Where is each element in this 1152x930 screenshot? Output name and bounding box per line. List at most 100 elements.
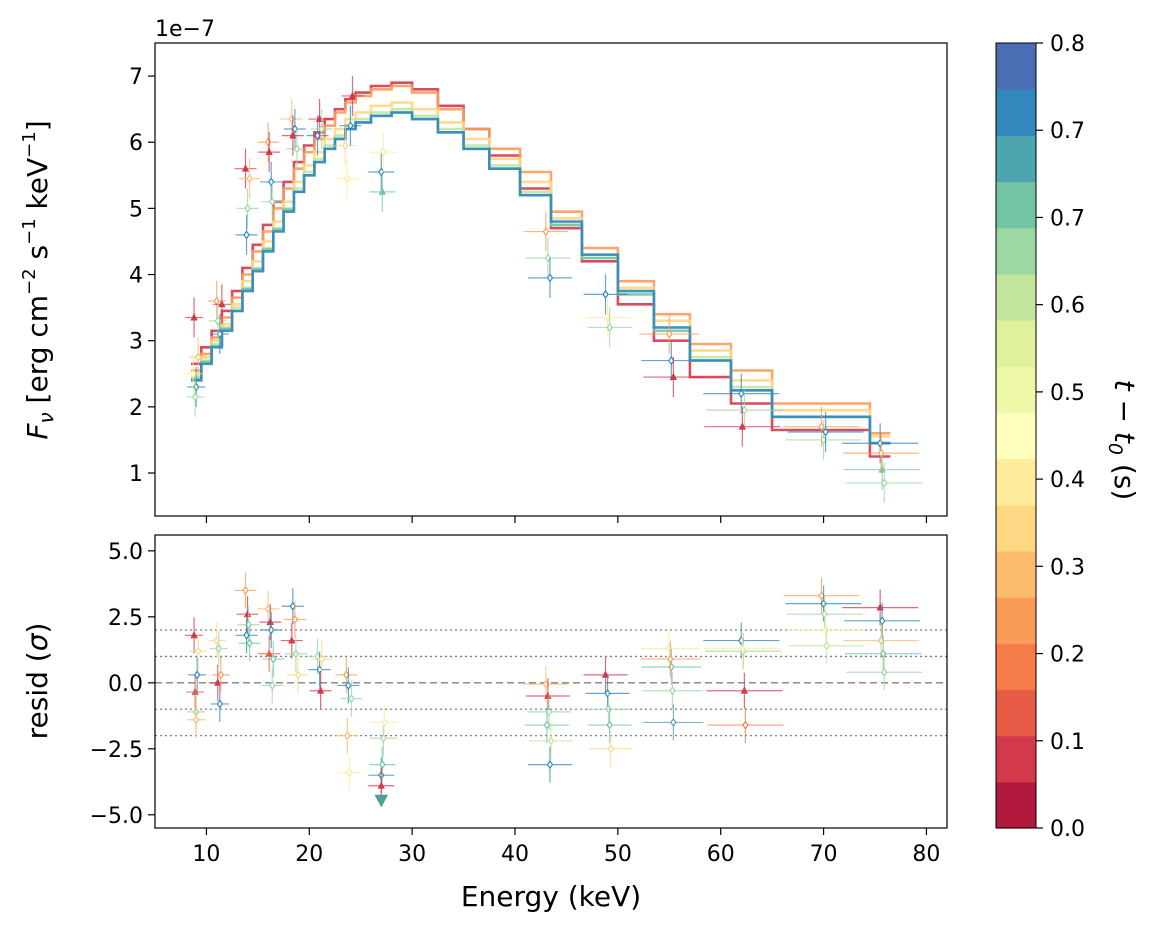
residual-axis-label: resid (σ) [21,623,54,740]
data-point [292,649,300,659]
colorbar-frame [995,42,1037,829]
x-tick-label: 60 [707,842,735,867]
data-point [288,636,296,644]
data-point [289,131,297,139]
data-point [342,141,349,151]
spectrum-frame [154,42,948,517]
colorbar-tick-label: 0.6 [1050,294,1085,319]
data-point [740,686,749,694]
data-point [823,641,830,651]
data-point [270,654,277,664]
data-point [190,630,198,639]
data-point [879,649,887,659]
data-point [380,147,387,157]
x-tick-label: 10 [192,842,220,867]
data-point [190,313,198,321]
data-point [269,197,276,207]
colorbar-block [996,412,1036,460]
data-point [344,174,351,184]
data-point [246,174,253,184]
data-point [265,649,273,657]
colorbar-block [996,458,1036,506]
data-point [288,114,296,124]
data-point [347,121,354,131]
data-point [606,322,613,332]
x-axis-label: Energy (keV) [461,880,641,913]
data-point [381,717,388,727]
data-point [377,781,385,789]
y-tick-label: −5.0 [90,804,143,829]
data-point [242,585,249,595]
data-point [670,717,677,727]
data-point [215,643,223,654]
data-point [294,670,302,680]
colorbar-block [996,320,1036,367]
data-point [189,369,197,379]
colorbar-label: t − t0 (s) [1104,380,1141,501]
data-point [217,670,225,680]
data-point [243,230,250,240]
data-point [318,654,325,664]
colorbar-block [996,643,1036,691]
colorbar: 0.0 0.1 0.2 0.3 0.4 0.5 0.6 0.7 0.7 0.8 t − t0 (s… [995,32,1141,842]
y-tick-label: 7 [129,65,143,90]
data-point [246,638,253,648]
data-point [547,736,555,746]
x-tick-label: 80 [912,842,940,867]
data-point [213,296,220,306]
data-point [318,124,325,134]
colorbar-tick-label: 0.0 [1050,817,1085,842]
data-point [546,273,554,283]
data-point [881,667,888,677]
data-point [669,686,676,696]
data-point [878,616,886,626]
colorbar-block [996,273,1036,321]
data-point [738,389,745,399]
colorbar-block [996,735,1036,783]
y-tick-label: 5 [129,197,143,222]
data-point [192,715,200,725]
data-point [544,253,552,263]
data-point [543,720,551,730]
data-point [194,352,202,362]
data-point [669,372,678,380]
data-point [876,438,884,448]
y-tick-label: 2.5 [108,606,143,631]
data-point [822,427,829,437]
residual-panel: −5.0 −2.5 0.0 2.5 5.0 10 20 30 40 50 60 70 80 resid… [21,534,948,913]
data-point [606,720,613,730]
data-point [546,760,554,770]
colorbar-block [996,689,1036,737]
y-tick-label: 6 [129,131,143,156]
spectrum-panel: 1 2 3 4 5 6 7 1e−7 Fν [erg cm−2 s−1 keV−1] [19,17,948,523]
colorbar-block [996,181,1036,229]
data-point [265,147,273,156]
colorbar-tick-label: 0.3 [1050,555,1085,580]
data-point [214,678,222,686]
data-point [378,187,386,195]
data-point [193,670,201,680]
data-point [881,478,888,488]
offset-label: 1e−7 [155,17,215,42]
colorbar-tick-label: 0.4 [1050,468,1085,493]
data-point [218,299,226,308]
data-point [267,625,275,635]
data-point [379,760,386,770]
colorbar-block [996,43,1036,90]
data-point [345,680,352,690]
data-point [607,744,614,754]
data-point [243,630,250,640]
residual-frame [154,534,948,829]
x-tick-label: 70 [810,842,838,867]
data-point [192,382,200,392]
colorbar-block [996,366,1036,414]
colorbar-tick-label: 0.1 [1050,730,1085,755]
colorbar-tick-label: 0.2 [1050,643,1085,668]
data-point [742,720,749,730]
data-point [293,144,301,154]
data-point [738,422,746,430]
y-tick-label: 2 [129,396,143,421]
colorbar-tick-label: 0.8 [1050,32,1085,57]
y-tick-label: −2.5 [90,738,143,763]
x-tick-label: 30 [398,842,426,867]
